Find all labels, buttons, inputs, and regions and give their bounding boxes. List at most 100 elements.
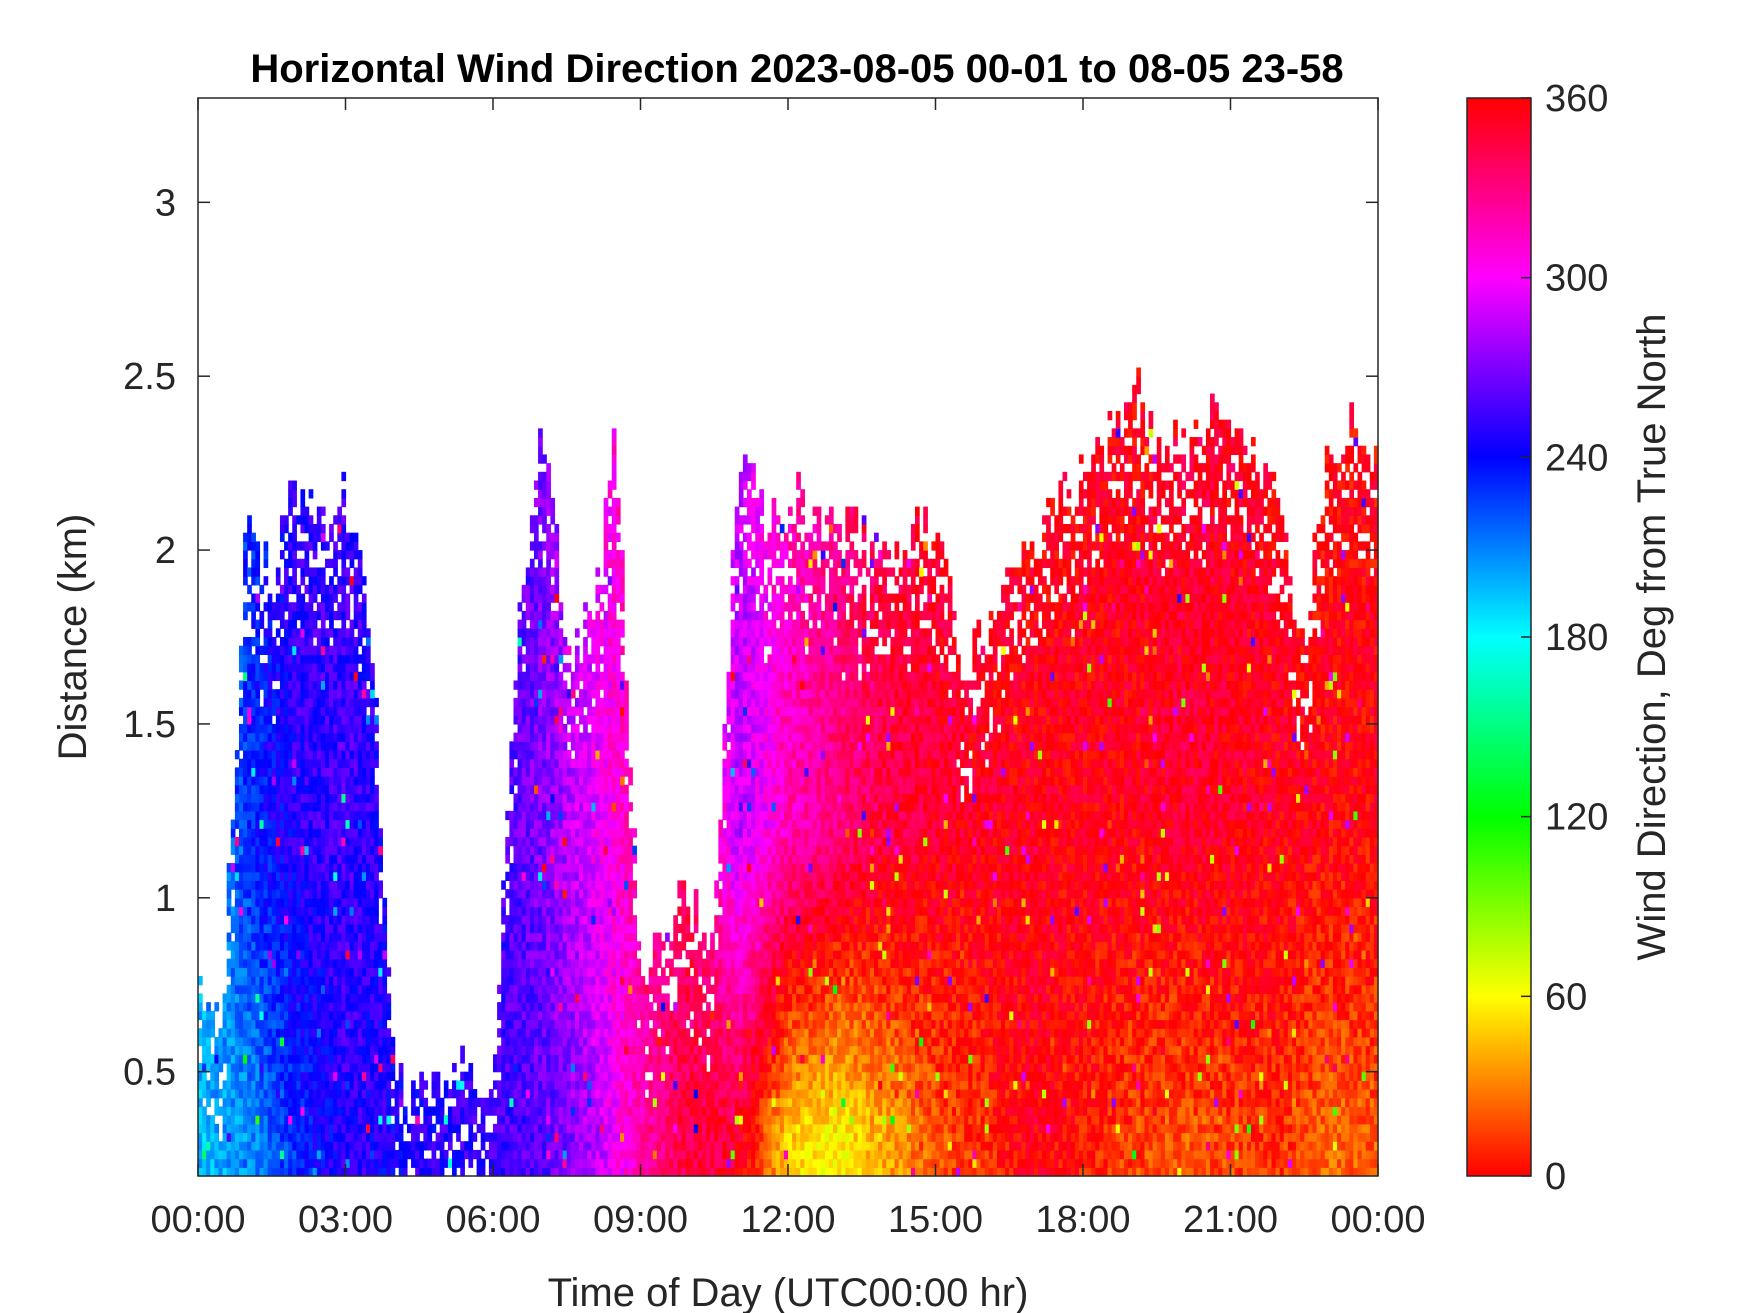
heatmap-cell <box>587 671 592 682</box>
heatmap-cell <box>308 941 314 951</box>
heatmap-cell <box>288 489 293 499</box>
heatmap-cell <box>271 1071 277 1081</box>
heatmap-cell <box>603 506 609 516</box>
heatmap-cell <box>312 906 318 916</box>
heatmap-cell <box>325 1115 330 1125</box>
heatmap-cell <box>247 1054 252 1064</box>
heatmap-cell <box>509 1002 515 1012</box>
heatmap-cell <box>587 863 592 873</box>
heatmap-cell <box>329 750 334 760</box>
heatmap-cell <box>550 976 556 986</box>
heatmap-cell <box>292 515 297 525</box>
heatmap-cell <box>607 819 613 829</box>
heatmap-cell <box>624 793 629 803</box>
heatmap-cell <box>238 871 244 882</box>
heatmap-cell <box>275 628 281 638</box>
heatmap-cell <box>587 1132 592 1142</box>
heatmap-cell <box>333 550 338 560</box>
heatmap-cell <box>284 880 289 890</box>
heatmap-cell <box>603 1045 609 1055</box>
heatmap-cell <box>611 993 617 1003</box>
heatmap-cell <box>620 854 625 864</box>
heatmap-cell <box>542 497 547 508</box>
heatmap-cell <box>279 880 285 890</box>
heatmap-cell <box>345 880 351 890</box>
heatmap-cell <box>357 697 363 708</box>
heatmap-cell <box>320 732 326 742</box>
heatmap-cell <box>304 1080 310 1090</box>
heatmap-cell <box>259 741 265 751</box>
heatmap-cell <box>611 906 617 916</box>
heatmap-cell <box>357 750 363 760</box>
heatmap-cell <box>316 758 322 768</box>
heatmap-cell <box>292 854 297 864</box>
heatmap-cell <box>288 602 293 612</box>
heatmap-cell <box>456 1106 461 1116</box>
heatmap-cell <box>374 1045 379 1055</box>
heatmap-cell <box>353 654 359 664</box>
heatmap-cell <box>591 880 597 890</box>
heatmap-cell <box>267 871 273 882</box>
heatmap-cell <box>472 1132 478 1142</box>
heatmap-cell <box>419 1080 424 1090</box>
heatmap-cell <box>615 506 621 516</box>
heatmap-cell <box>234 1036 240 1047</box>
heatmap-cell <box>316 880 322 890</box>
heatmap-cell <box>210 1071 215 1081</box>
heatmap-cell <box>435 1115 441 1125</box>
heatmap-cell <box>595 949 601 960</box>
heatmap-cell <box>591 941 597 951</box>
heatmap-cell <box>255 689 261 699</box>
heatmap-cell <box>275 949 281 960</box>
heatmap-cell <box>288 1045 293 1055</box>
heatmap-cell <box>333 1045 338 1055</box>
heatmap-cell <box>497 1028 502 1038</box>
heatmap-cell <box>349 880 355 890</box>
heatmap-cell <box>521 889 527 899</box>
heatmap-cell <box>591 654 597 664</box>
heatmap-cell <box>234 810 240 821</box>
heatmap-cell <box>210 1141 215 1151</box>
heatmap-cell <box>574 810 580 821</box>
heatmap-cell <box>296 932 302 942</box>
heatmap-cell <box>566 1123 572 1134</box>
heatmap-cell <box>566 776 572 786</box>
heatmap-cell <box>263 1115 269 1125</box>
heatmap-cell <box>554 758 560 768</box>
heatmap-cell <box>579 1002 584 1012</box>
heatmap-cell <box>394 1097 400 1108</box>
heatmap-cell <box>288 810 293 821</box>
heatmap-cell <box>591 1115 597 1125</box>
heatmap-cell <box>398 1123 404 1134</box>
heatmap-cell <box>243 802 248 812</box>
heatmap-cell <box>365 750 371 760</box>
heatmap-cell <box>308 654 314 664</box>
heatmap-cell <box>271 923 277 934</box>
heatmap-cell <box>624 802 629 812</box>
heatmap-cell <box>316 828 322 838</box>
heatmap-cell <box>615 1019 621 1029</box>
heatmap-cell <box>357 1036 363 1047</box>
heatmap-cell <box>349 793 355 803</box>
heatmap-cell <box>533 836 539 847</box>
heatmap-cell <box>259 906 265 916</box>
heatmap-cell <box>226 1054 232 1064</box>
heatmap-cell <box>304 1123 310 1134</box>
heatmap-cell <box>357 637 363 647</box>
heatmap-cell <box>624 845 629 855</box>
heatmap-cell <box>538 1028 543 1038</box>
heatmap-cell <box>288 915 293 925</box>
heatmap-cell <box>341 854 347 864</box>
heatmap-cell <box>546 497 551 508</box>
heatmap-cell <box>497 1149 502 1160</box>
heatmap-cell <box>460 1097 465 1108</box>
heatmap-cell <box>611 1054 617 1064</box>
heatmap-cell <box>620 863 625 873</box>
heatmap-cell <box>591 1080 597 1090</box>
heatmap-cell <box>472 1115 478 1125</box>
heatmap-cell <box>263 1106 269 1116</box>
heatmap-cell <box>292 1002 297 1012</box>
heatmap-cell <box>587 1010 592 1021</box>
heatmap-cell <box>533 663 539 673</box>
heatmap-cell <box>607 1123 613 1134</box>
